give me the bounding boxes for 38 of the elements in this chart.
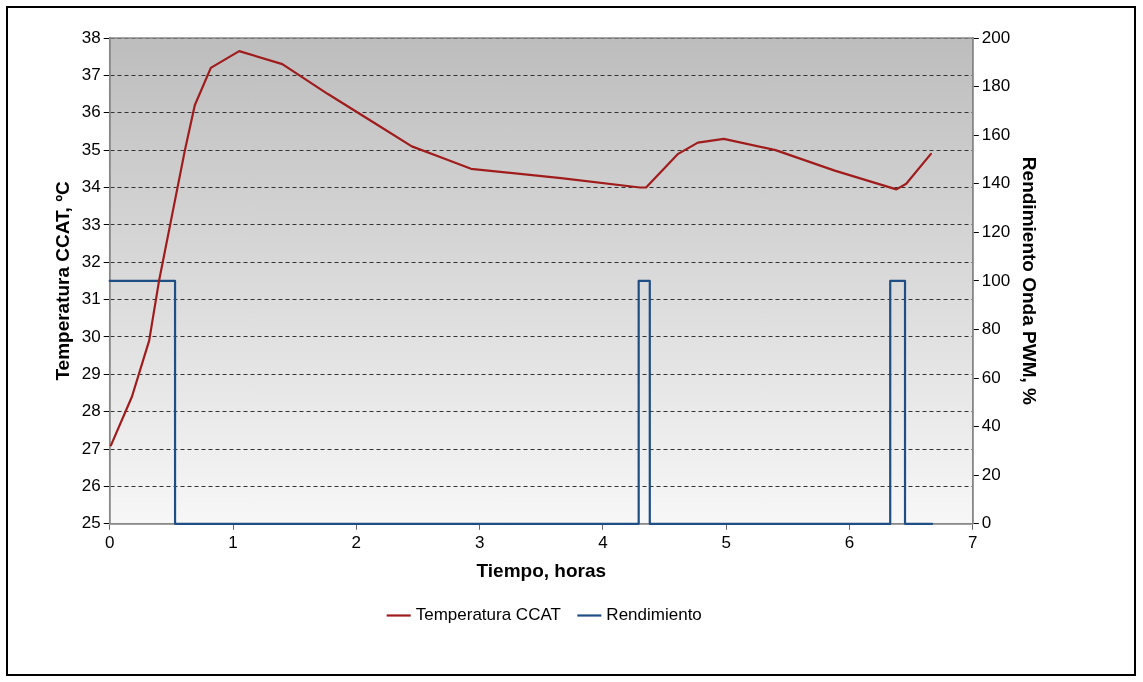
y-tick-label: 31 <box>81 289 101 309</box>
y2-tick-label: 0 <box>981 513 992 533</box>
x-tick-label: 7 <box>968 532 978 552</box>
y-tick-label: 25 <box>81 513 101 533</box>
y-axis-title: Temperatura CCAT, ºC <box>51 180 73 381</box>
y2-tick-label: 60 <box>981 367 1001 387</box>
y2-tick-label: 180 <box>981 76 1011 96</box>
x-tick-label: 5 <box>721 532 731 552</box>
y2-tick-label: 200 <box>981 27 1011 47</box>
y2-tick-label: 160 <box>981 124 1011 144</box>
y-tick-label: 26 <box>81 476 101 496</box>
y-tick-label: 33 <box>81 214 101 234</box>
y-tick-label: 36 <box>81 102 101 122</box>
legend-label: Temperatura CCAT <box>415 605 561 625</box>
y-tick-label: 32 <box>81 251 101 271</box>
y-tick-label: 28 <box>81 401 101 421</box>
y-tick-label: 29 <box>81 364 101 384</box>
y2-axis-title: Rendimiento Onda PWM, % <box>1019 156 1041 406</box>
y2-tick-label: 140 <box>981 173 1011 193</box>
x-tick-label: 4 <box>598 532 608 552</box>
legend-label: Rendimiento <box>606 605 702 625</box>
y2-tick-label: 20 <box>981 464 1001 484</box>
x-tick-label: 3 <box>474 532 485 552</box>
y-tick-label: 37 <box>81 65 101 85</box>
y2-tick-label: 120 <box>981 222 1011 242</box>
x-tick-label: 6 <box>844 532 855 552</box>
y2-tick-label: 80 <box>981 319 1001 339</box>
x-axis-title: Tiempo, horas <box>476 559 607 581</box>
y2-tick-label: 100 <box>981 270 1011 290</box>
y2-tick-label: 40 <box>981 416 1001 436</box>
y-tick-label: 27 <box>81 438 101 458</box>
x-tick-label: 1 <box>228 532 238 552</box>
y-tick-label: 34 <box>81 177 101 197</box>
x-tick-label: 2 <box>351 532 362 552</box>
y-tick-label: 35 <box>81 139 101 159</box>
y-tick-label: 38 <box>81 27 101 47</box>
x-tick-label: 0 <box>104 532 115 552</box>
y-tick-label: 30 <box>81 326 101 346</box>
